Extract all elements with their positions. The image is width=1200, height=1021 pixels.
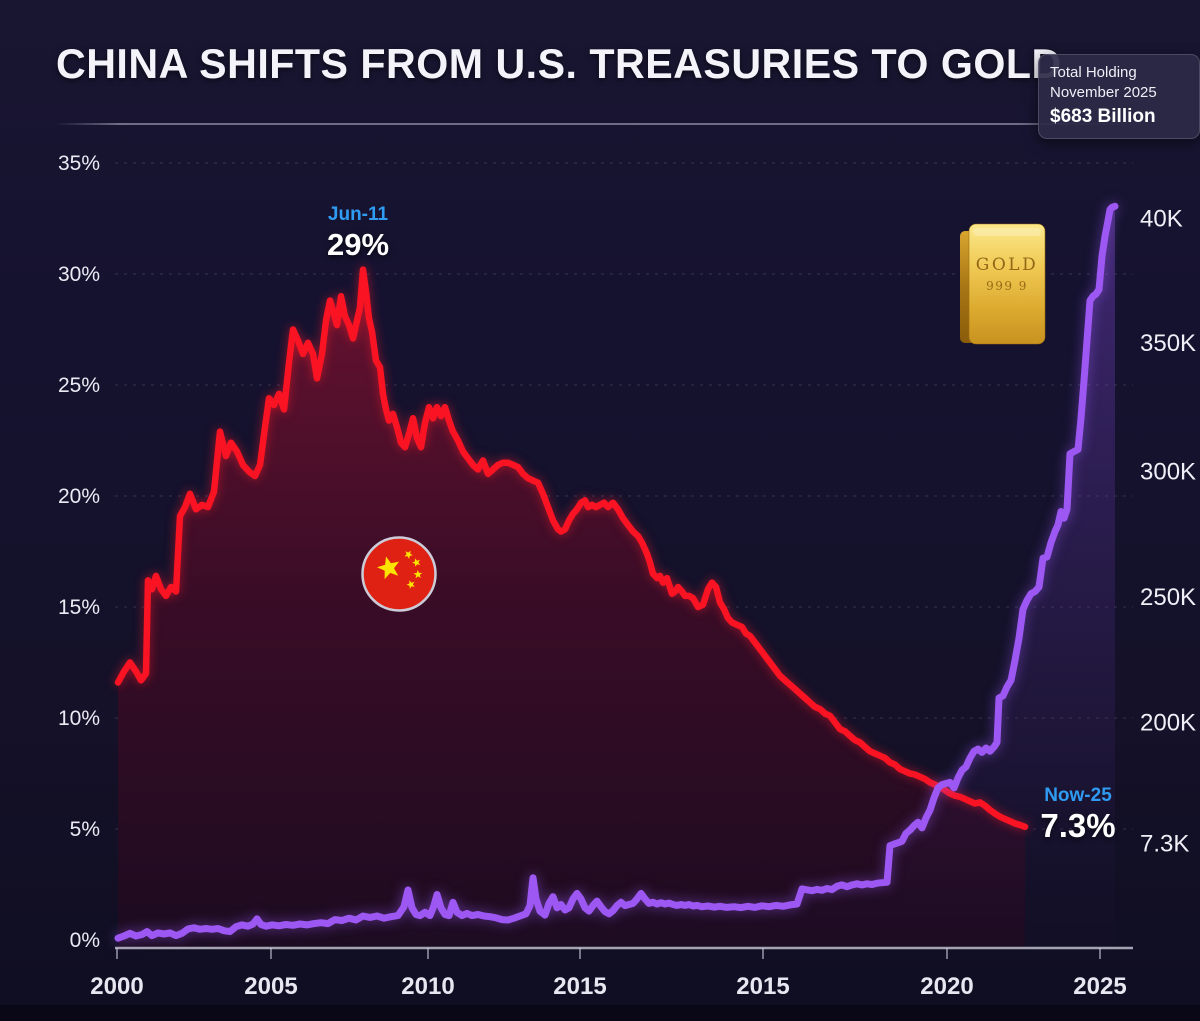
x-axis-tick-label: 2025 bbox=[1073, 973, 1126, 1000]
right-axis-tick-label: 40K bbox=[1140, 206, 1183, 233]
right-axis-tick-label: 200K bbox=[1140, 709, 1196, 736]
current-annotation: Now-25 7.3% bbox=[1016, 784, 1140, 844]
total-holding-badge: Total Holding November 2025 $683 Billion bbox=[1038, 54, 1200, 139]
x-axis-tick-label: 2020 bbox=[920, 973, 973, 1000]
left-axis-tick-label: 15% bbox=[58, 596, 100, 619]
page-title: CHINA SHIFTS FROM U.S. TREASURIES TO GOL… bbox=[56, 40, 1062, 87]
x-axis-tick-label: 2015 bbox=[553, 973, 606, 1000]
bottom-strip bbox=[0, 1005, 1200, 1021]
x-axis-tick-label: 2010 bbox=[401, 973, 454, 1000]
left-axis-tick-label: 5% bbox=[70, 818, 100, 841]
current-annotation-date: Now-25 bbox=[1044, 785, 1112, 806]
flag-star bbox=[406, 580, 415, 589]
flag-star bbox=[404, 550, 413, 559]
treasury-line bbox=[114, 266, 1029, 831]
right-axis-tick-label: 350K bbox=[1140, 330, 1196, 357]
x-axis-tick-label: 2005 bbox=[244, 973, 297, 1000]
badge-line2: November 2025 bbox=[1050, 84, 1157, 101]
flag-star bbox=[377, 556, 400, 580]
left-axis-tick-label: 35% bbox=[58, 152, 100, 175]
left-axis-tick-label: 20% bbox=[58, 485, 100, 508]
badge-value: $683 Billion bbox=[1050, 106, 1156, 127]
title-divider bbox=[55, 123, 1145, 125]
right-axis-tick-label: 300K bbox=[1140, 459, 1196, 486]
gold-bar-fineness: 999 9 bbox=[986, 279, 1028, 293]
china-flag-icon bbox=[361, 536, 437, 612]
gold-area bbox=[118, 206, 1115, 949]
left-axis-tick-label: 25% bbox=[58, 374, 100, 397]
left-axis-tick-label: 10% bbox=[58, 707, 100, 730]
gold-bar-text: GOLD bbox=[976, 255, 1038, 275]
flag-stars bbox=[377, 550, 423, 589]
flag-star bbox=[412, 558, 421, 567]
current-annotation-value: 7.3% bbox=[1040, 807, 1116, 844]
right-axis-tick-label: 250K bbox=[1140, 584, 1196, 611]
x-axis-tick-label: 2015 bbox=[736, 973, 789, 1000]
gold-bar-icon: GOLD 999 9 bbox=[960, 223, 1046, 345]
right-axis-tick-label: 7.3K bbox=[1140, 830, 1189, 857]
gold-line bbox=[114, 202, 1119, 942]
peak-annotation-value: 29% bbox=[326, 227, 390, 262]
treasury-area bbox=[118, 269, 1025, 949]
left-axis-tick-label: 0% bbox=[70, 929, 100, 952]
peak-annotation: Jun-11 29% bbox=[299, 203, 417, 263]
badge-line1: Total Holding bbox=[1050, 64, 1137, 81]
peak-annotation-date: Jun-11 bbox=[327, 204, 389, 225]
left-axis-tick-label: 30% bbox=[58, 263, 100, 286]
x-axis-tick-label: 2000 bbox=[90, 973, 143, 1000]
flag-star bbox=[413, 570, 423, 579]
